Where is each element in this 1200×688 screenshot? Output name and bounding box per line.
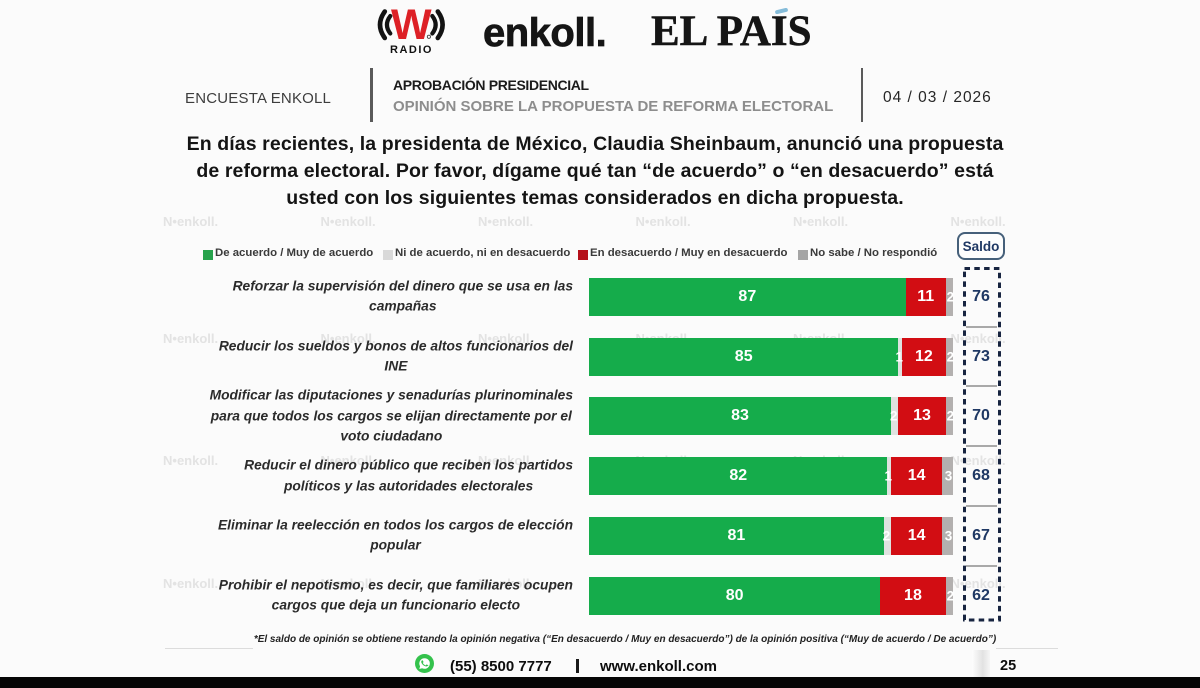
- svg-text:RADIO: RADIO: [390, 44, 433, 56]
- svg-text:W: W: [391, 5, 432, 49]
